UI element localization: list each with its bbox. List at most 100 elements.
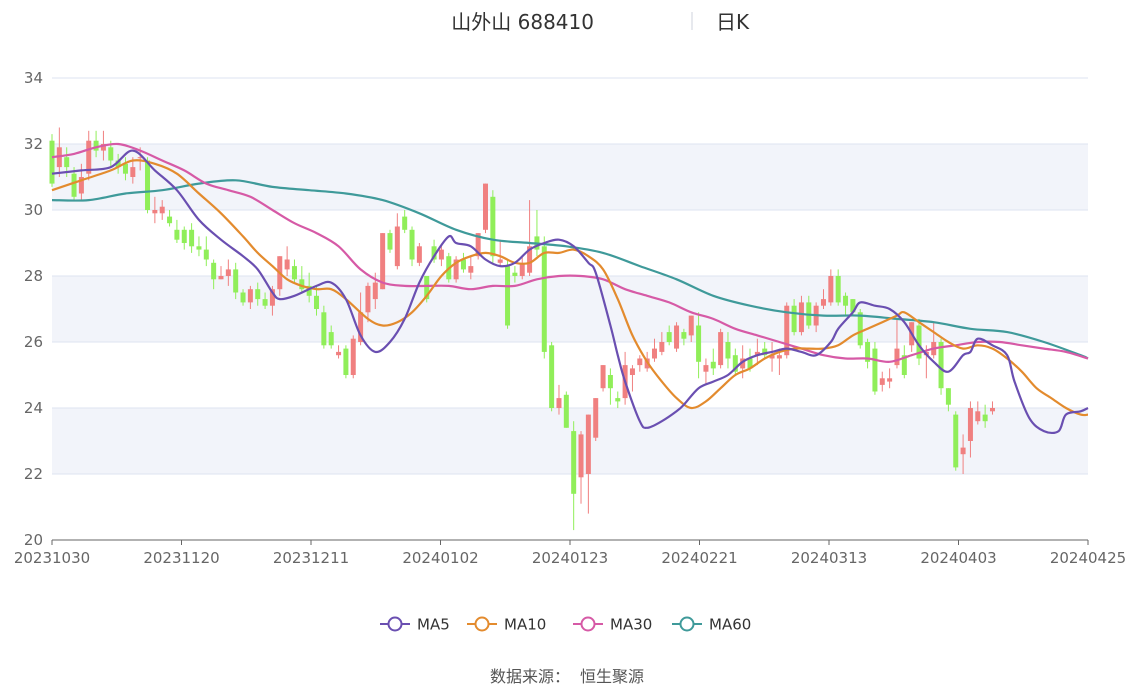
candle-body — [629, 368, 635, 375]
candle — [865, 338, 871, 369]
candle-body — [468, 266, 474, 273]
candle-body — [593, 398, 599, 438]
candle-body — [740, 358, 746, 369]
candle-body — [380, 233, 386, 290]
candle — [365, 282, 371, 323]
candle-body — [78, 177, 84, 194]
legend-item-ma30: MA30 — [573, 616, 652, 634]
candle-body — [607, 375, 613, 389]
candle-body — [666, 332, 672, 342]
candle-body — [850, 299, 856, 313]
candle-body — [651, 348, 657, 359]
candle-body — [637, 358, 643, 366]
candle — [115, 153, 121, 174]
candle-body — [791, 305, 797, 333]
y-tick-label: 30 — [24, 201, 43, 219]
candle-body — [703, 365, 709, 372]
candle-body — [497, 259, 503, 263]
candle-body — [901, 355, 907, 375]
candle-body — [989, 408, 995, 412]
candle — [291, 259, 297, 283]
period-label: 日K — [716, 10, 750, 34]
candle — [798, 295, 804, 336]
candle-body — [336, 351, 342, 356]
candle — [879, 371, 885, 392]
x-axis: 20231030 20231120 20231211 20240102 20240123… — [14, 539, 1126, 567]
moving-average-lines — [51, 142, 1089, 435]
candle-body — [879, 378, 885, 385]
candle — [615, 391, 621, 408]
candle — [247, 285, 253, 309]
candle — [960, 434, 966, 474]
candle — [703, 358, 709, 385]
candle-body — [460, 259, 466, 270]
candle — [262, 292, 268, 309]
candle-body — [578, 434, 584, 478]
candle-body — [291, 266, 297, 280]
candle — [534, 210, 540, 257]
candle — [314, 285, 320, 316]
candle — [483, 183, 489, 234]
candle-body — [747, 358, 753, 369]
candle-body — [681, 332, 687, 339]
candle-body — [541, 246, 547, 352]
candle — [549, 342, 555, 412]
candle — [967, 401, 973, 458]
candle — [828, 269, 834, 306]
candle-body — [314, 295, 320, 309]
candle-body — [490, 196, 496, 257]
candle — [607, 368, 613, 405]
grid-band — [52, 144, 1088, 210]
candle-body — [960, 447, 966, 455]
candle-body — [409, 229, 415, 260]
candle-body — [659, 342, 665, 352]
candle-body — [563, 394, 569, 428]
candle-body — [71, 173, 77, 197]
candle — [225, 259, 231, 286]
series-line-ma5 — [51, 149, 1089, 435]
candle — [901, 345, 907, 379]
candle — [145, 157, 151, 214]
candle — [791, 299, 797, 336]
candle-body — [674, 325, 680, 349]
candle-body — [387, 233, 393, 250]
candle-body — [483, 183, 489, 230]
candle — [350, 335, 356, 379]
candle — [328, 325, 334, 349]
candle-body — [137, 157, 143, 159]
candle — [438, 246, 444, 267]
candle — [556, 384, 562, 415]
candle — [585, 414, 591, 514]
candle-body — [159, 206, 165, 214]
candle — [468, 256, 474, 280]
candle-body — [174, 229, 180, 240]
candle — [497, 239, 503, 267]
candle-body — [916, 325, 922, 359]
candle — [460, 252, 466, 273]
candle — [725, 332, 731, 369]
candle — [299, 266, 305, 293]
candle-body — [431, 246, 437, 260]
candle-body — [93, 140, 99, 151]
candle — [189, 223, 195, 253]
candle-body — [225, 269, 231, 276]
legend: MA5 MA10 MA30 MA60 — [380, 616, 751, 634]
candle-body — [857, 312, 863, 346]
candle-body — [394, 226, 400, 267]
candle — [989, 401, 995, 415]
y-tick-label: 22 — [24, 465, 43, 483]
candle — [762, 342, 768, 359]
candle-body — [975, 411, 981, 422]
legend-marker — [387, 616, 403, 632]
candle-body — [321, 312, 327, 346]
candle-body — [615, 398, 621, 402]
candle — [578, 431, 584, 504]
legend-marker — [580, 616, 596, 632]
series-line-ma60 — [51, 179, 1089, 360]
candle — [321, 305, 327, 349]
candle — [122, 157, 128, 181]
candle-body — [211, 262, 217, 280]
candle — [431, 239, 437, 263]
candle — [203, 236, 209, 267]
